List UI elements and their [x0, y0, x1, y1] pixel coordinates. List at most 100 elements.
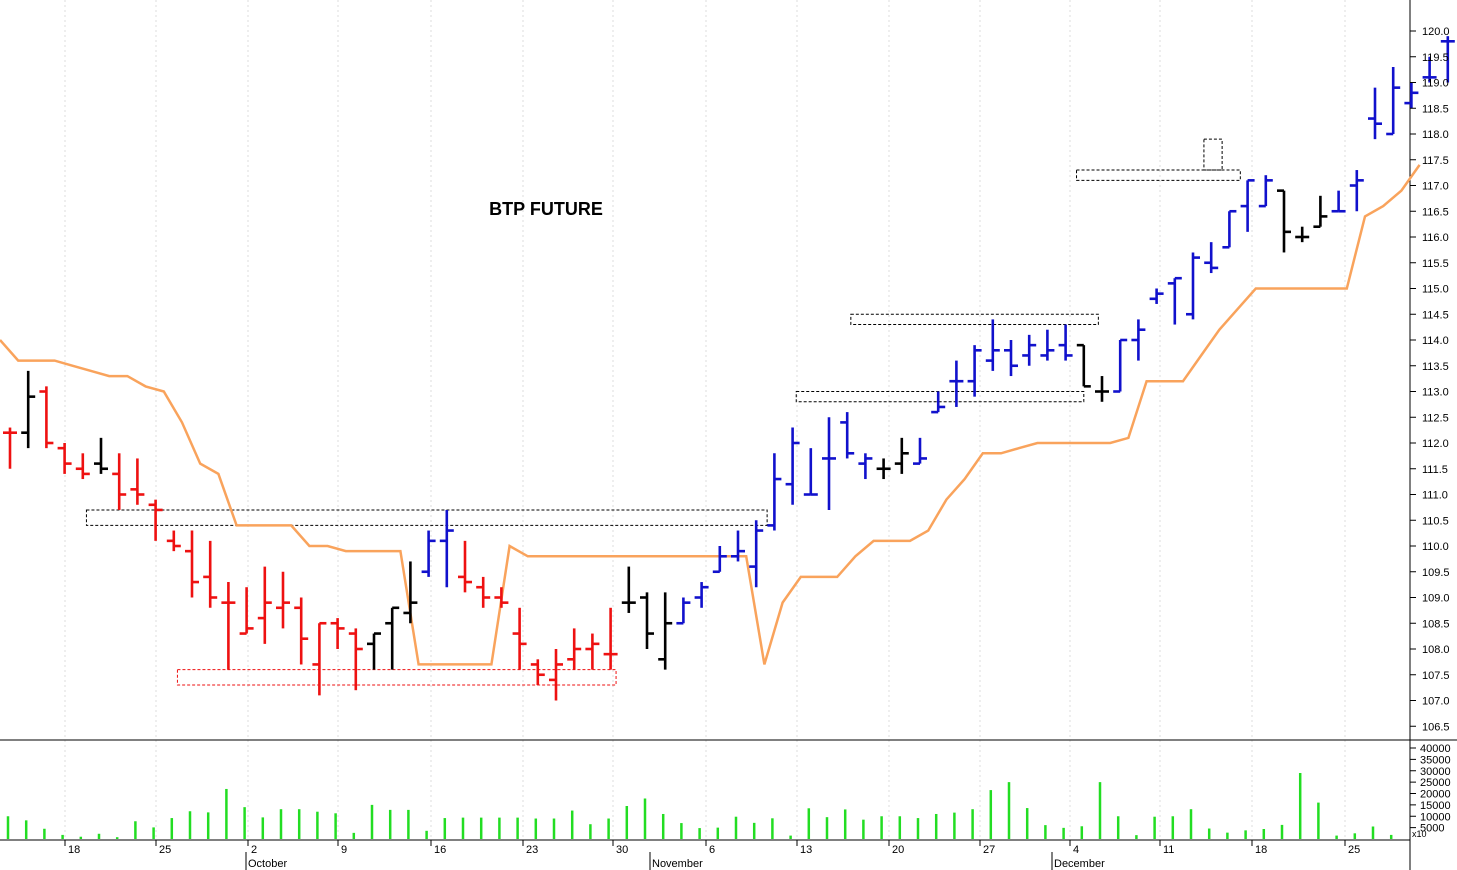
ohlc-bar [876, 458, 891, 480]
x-tick-label: 20 [892, 844, 904, 856]
x-tick-label: 30 [616, 844, 628, 856]
ohlc-bar [476, 576, 491, 608]
x-tick-label: 6 [709, 844, 715, 856]
ohlc-bar [1295, 226, 1310, 243]
ohlc-bar [949, 360, 964, 407]
ohlc-bar [1440, 36, 1455, 83]
ohlc-bar [203, 540, 218, 608]
range-boxes [85, 138, 1241, 686]
volume-tick-label: 35000 [1420, 754, 1451, 766]
volume-tick-label: 40000 [1420, 743, 1451, 755]
ohlc-bar [3, 427, 17, 469]
ohlc-bar [185, 530, 199, 598]
ohlc-bar [276, 571, 290, 629]
price-bars [3, 36, 1455, 701]
x-axis-ticks: 18 25 2 9 16 23 30 6 13 20 27 4 11 18 25 [64, 840, 1360, 856]
ohlc-bar [894, 437, 909, 474]
ohlc-bar [367, 632, 381, 670]
ohlc-bar [148, 499, 163, 541]
ohlc-bar [1404, 82, 1419, 109]
y-tick-label: 117.0 [1422, 181, 1449, 193]
ohlc-bar [785, 427, 800, 505]
ohlc-bar [1113, 338, 1128, 393]
y-tick-label: 108.5 [1422, 618, 1450, 630]
ohlc-bar [767, 453, 782, 531]
y-tick-label: 106.5 [1422, 721, 1450, 733]
y-tick-label: 116.5 [1422, 206, 1449, 218]
y-tick-label: 111.5 [1422, 464, 1448, 476]
ohlc-bar [239, 587, 254, 635]
ohlc-bar [75, 453, 90, 480]
x-tick-label: 18 [68, 844, 80, 856]
x-tick-label: 13 [800, 844, 812, 856]
ohlc-bar [985, 319, 1000, 371]
y-tick-label: 119.0 [1422, 78, 1449, 90]
resistance-box [85, 509, 768, 526]
y-tick-label: 114.5 [1422, 309, 1449, 321]
volume-tick-label: 25000 [1420, 777, 1451, 789]
ohlc-bar [1186, 252, 1200, 320]
chart-title: BTP FUTURE [489, 199, 603, 219]
y-tick-label: 109.5 [1422, 567, 1450, 579]
ohlc-bar [712, 546, 727, 574]
ohlc-bar [330, 618, 345, 649]
y-tick-label: 108.0 [1422, 644, 1450, 656]
y-tick-label: 107.0 [1422, 696, 1450, 708]
ohlc-bar [221, 582, 236, 670]
x-tick-label: 23 [526, 844, 538, 856]
ohlc-bar [1277, 189, 1291, 253]
ohlc-bar [1095, 376, 1109, 402]
month-labels: October November December [245, 852, 1105, 870]
ohlc-bar [57, 443, 72, 474]
ohlc-bar [439, 509, 454, 588]
ohlc-bar [21, 370, 36, 449]
y-tick-label: 119.5 [1422, 52, 1449, 64]
ohlc-bar [312, 621, 327, 696]
ohlc-bar [803, 448, 818, 496]
y-tick-label: 111.0 [1422, 490, 1448, 502]
ohlc-bar [1222, 209, 1237, 249]
ohlc-bar [694, 582, 709, 608]
ohlc-bar [1058, 324, 1073, 361]
y-tick-label: 109.0 [1422, 593, 1450, 605]
ohlc-bar [1368, 87, 1382, 140]
ohlc-bar [494, 587, 509, 608]
resistance-box [1203, 138, 1223, 171]
ohlc-bar [348, 628, 363, 691]
ohlc-bar [403, 561, 418, 624]
volume-tick-label: 15000 [1420, 800, 1451, 812]
ohlc-bar [512, 607, 527, 670]
ohlc-bar [1386, 67, 1401, 136]
y-tick-label: 115.5 [1422, 258, 1449, 270]
ohlc-bar [1131, 319, 1146, 361]
ohlc-bar [858, 453, 873, 480]
month-label: October [248, 858, 287, 870]
volume-bars [6, 773, 1393, 839]
ohlc-bar [458, 540, 472, 593]
x-tick-label: 25 [1348, 844, 1360, 856]
y-tick-label: 114.0 [1422, 335, 1449, 347]
ohlc-bar [840, 412, 855, 459]
ohlc-bar [294, 597, 309, 665]
ohlc-bar [385, 606, 400, 670]
x-tick-label: 25 [159, 844, 171, 856]
x-tick-label: 27 [983, 844, 995, 856]
ohlc-bar [530, 659, 545, 686]
x-tick-label: 16 [434, 844, 446, 856]
ohlc-bar [913, 437, 927, 465]
y-axis-ticks: 106.5 107.0 107.5 108.0 108.5 109.0 109.5 110.0… [1410, 26, 1450, 733]
y-tick-label: 113.0 [1422, 387, 1449, 399]
ohlc-bar [1240, 179, 1255, 232]
x-tick-label: 18 [1255, 844, 1267, 856]
ohlc-bar [1313, 195, 1328, 228]
ohlc-bar [549, 649, 563, 701]
y-tick-label: 112.5 [1422, 412, 1449, 424]
ohlc-bar [1076, 343, 1091, 388]
volume-tick-label: 5000 [1420, 823, 1444, 835]
ohlc-bar [112, 453, 127, 510]
month-label: November [652, 858, 703, 870]
ohlc-bar [749, 520, 764, 588]
y-tick-label: 118.0 [1422, 129, 1449, 141]
